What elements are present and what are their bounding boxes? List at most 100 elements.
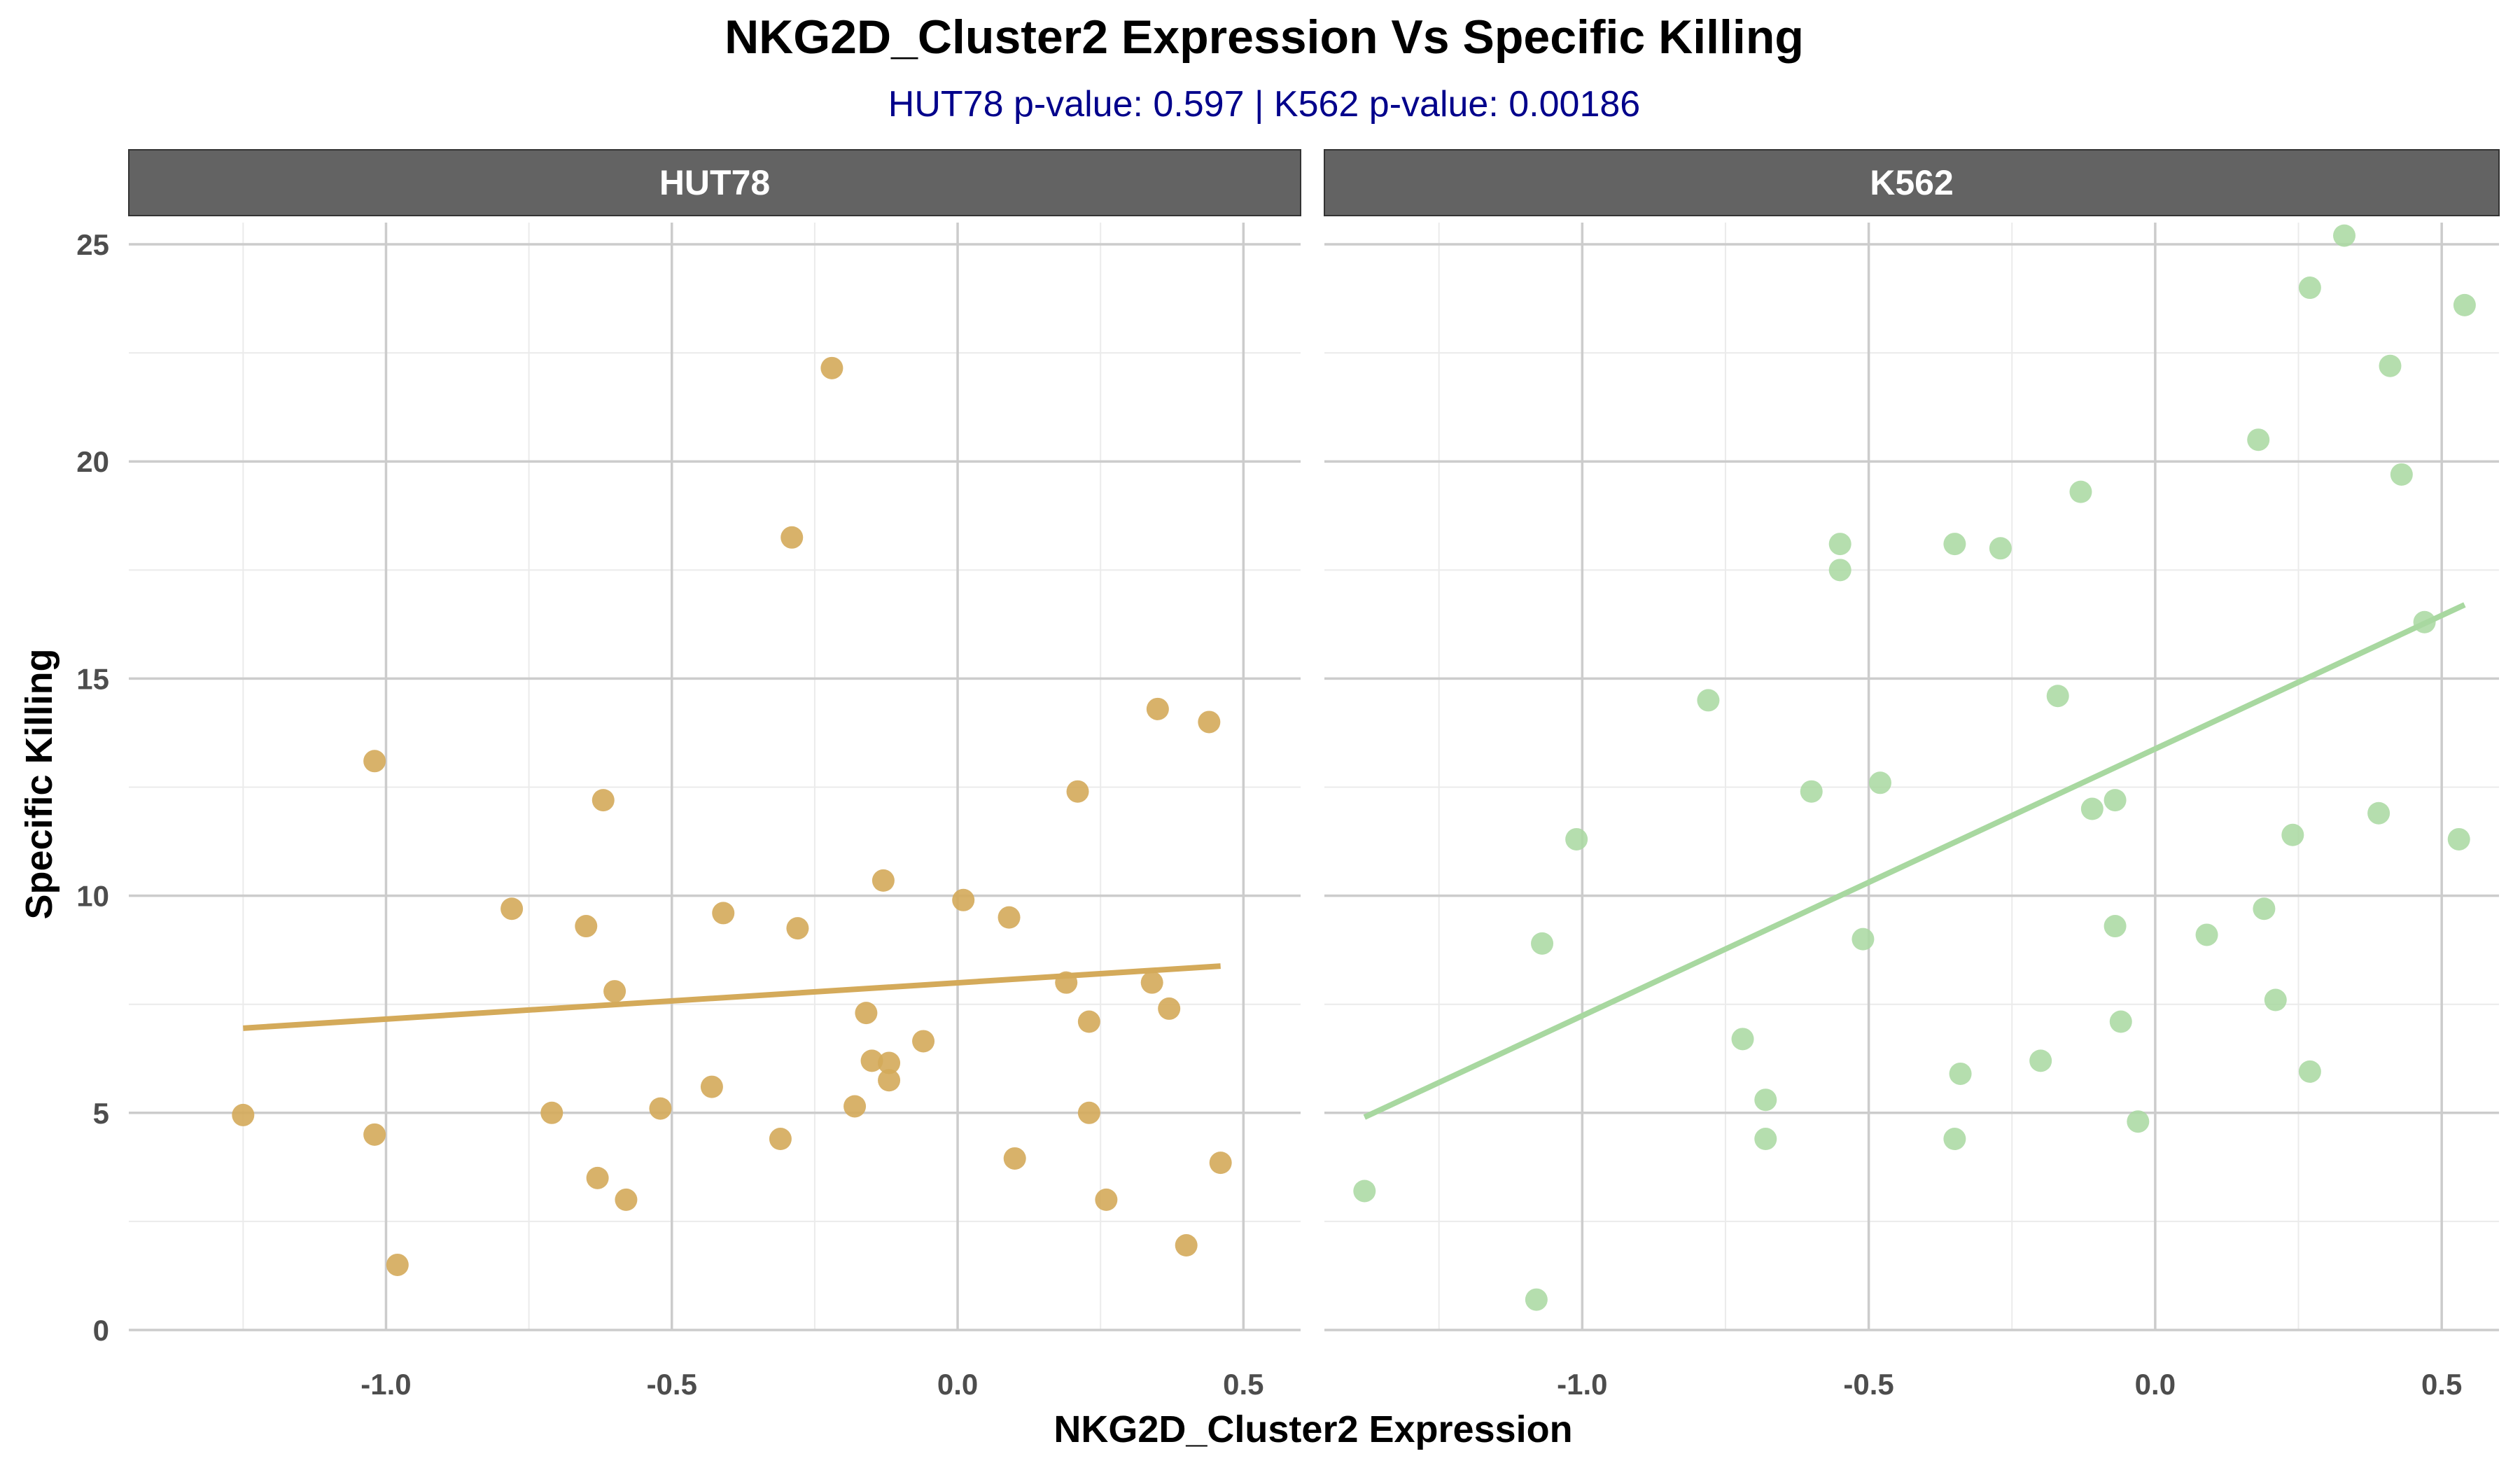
point-hut78 [540, 1101, 564, 1124]
point-hut78 [855, 1002, 878, 1025]
strip-label-hut78: HUT78 [659, 163, 770, 202]
point-k562 [2332, 224, 2356, 247]
y-axis-title: Specific Killing [18, 648, 60, 919]
point-k562 [2447, 827, 2470, 850]
trend-k562 [1363, 602, 2466, 1120]
point-k562 [2367, 802, 2390, 825]
point-hut78 [769, 1128, 792, 1151]
point-k562 [1949, 1062, 1972, 1085]
point-hut78 [878, 1051, 901, 1074]
point-k562 [1828, 533, 1851, 556]
point-hut78 [363, 1123, 386, 1146]
point-k562 [1525, 1288, 1548, 1311]
point-hut78 [860, 1049, 883, 1072]
panel-hut78: HUT78 -1.0 -0.5 0.0 0.5 [128, 149, 1301, 1401]
y-tick-label: 15 [76, 662, 109, 695]
point-k562 [1565, 827, 1588, 850]
strip-hut78 [128, 149, 1301, 216]
point-k562 [2104, 789, 2127, 812]
y-tick-label: 10 [76, 880, 109, 913]
point-k562 [2195, 923, 2218, 946]
point-k562 [1868, 771, 1891, 794]
trend-line-k562 [1363, 602, 2466, 1120]
point-hut78 [820, 356, 844, 379]
grid-hut78 [129, 223, 1301, 1331]
point-hut78 [1146, 697, 1169, 720]
x-axis-title: NKG2D_Cluster2 Expression [1054, 1408, 1572, 1450]
point-hut78 [1140, 971, 1163, 994]
point-k562 [2029, 1049, 2052, 1072]
point-hut78 [952, 888, 975, 911]
y-tick-label: 0 [93, 1314, 109, 1347]
point-k562 [2109, 1010, 2132, 1033]
x-tick-label: -1.0 [360, 1368, 411, 1401]
point-k562 [1754, 1088, 1777, 1112]
point-hut78 [615, 1188, 638, 1211]
grid-k562 [1324, 223, 2499, 1331]
point-k562 [1851, 927, 1875, 951]
x-tick-label: 0.5 [2421, 1368, 2462, 1401]
point-k562 [1828, 559, 1851, 582]
points-hut78 [232, 356, 1232, 1276]
point-hut78 [386, 1253, 409, 1276]
x-ticks-hut78: -1.0 -0.5 0.0 0.5 [360, 1368, 1264, 1401]
point-k562 [1697, 689, 1720, 712]
point-hut78 [700, 1075, 723, 1098]
point-k562 [2453, 293, 2476, 316]
point-k562 [2069, 480, 2092, 503]
y-axis-ticks: 0 5 10 15 20 25 [76, 228, 109, 1347]
point-k562 [1754, 1128, 1777, 1151]
point-k562 [2413, 610, 2436, 634]
point-hut78 [363, 750, 386, 773]
point-k562 [2247, 428, 2270, 451]
point-k562 [1800, 780, 1823, 803]
point-k562 [2298, 1060, 2321, 1083]
x-tick-label: 0.0 [2135, 1368, 2176, 1401]
point-hut78 [844, 1095, 867, 1118]
point-k562 [2264, 988, 2287, 1011]
point-k562 [1943, 533, 1966, 556]
point-k562 [1353, 1180, 1376, 1203]
point-k562 [1943, 1128, 1966, 1151]
point-k562 [2104, 915, 2127, 938]
point-hut78 [603, 980, 626, 1003]
point-hut78 [912, 1030, 935, 1053]
x-tick-label: -0.5 [647, 1368, 697, 1401]
point-hut78 [1209, 1152, 1232, 1175]
point-hut78 [878, 1069, 901, 1092]
point-k562 [2379, 354, 2402, 377]
point-hut78 [712, 902, 735, 925]
point-hut78 [1055, 971, 1078, 994]
y-tick-label: 25 [76, 228, 109, 261]
point-hut78 [586, 1166, 609, 1189]
point-hut78 [575, 915, 598, 938]
x-tick-label: 0.0 [937, 1368, 978, 1401]
point-hut78 [500, 897, 524, 920]
point-k562 [2253, 897, 2276, 920]
x-tick-label: 0.5 [1223, 1368, 1264, 1401]
point-hut78 [786, 917, 809, 940]
points-k562 [1353, 224, 2476, 1311]
point-hut78 [1077, 1101, 1100, 1124]
x-ticks-k562: -1.0 -0.5 0.0 0.5 [1557, 1368, 2462, 1401]
chart-title: NKG2D_Cluster2 Expression Vs Specific Ki… [724, 10, 1804, 64]
point-hut78 [1175, 1234, 1198, 1257]
point-hut78 [1198, 710, 1221, 734]
point-hut78 [1003, 1147, 1026, 1170]
point-hut78 [649, 1097, 672, 1120]
point-k562 [2080, 797, 2104, 820]
point-hut78 [1095, 1188, 1118, 1211]
point-hut78 [1077, 1010, 1100, 1033]
chart-subtitle: HUT78 p-value: 0.597 | K562 p-value: 0.0… [888, 84, 1640, 125]
point-hut78 [1066, 780, 1089, 803]
x-tick-label: -1.0 [1557, 1368, 1607, 1401]
x-tick-label: -0.5 [1843, 1368, 1893, 1401]
point-k562 [2046, 685, 2069, 708]
strip-label-k562: K562 [1870, 163, 1954, 202]
point-k562 [2127, 1110, 2150, 1133]
point-hut78 [1158, 997, 1181, 1020]
point-k562 [1989, 537, 2012, 560]
point-k562 [1531, 932, 1554, 955]
panel-k562: K562 -1.0 -0.5 0.0 0.5 [1324, 149, 2500, 1401]
